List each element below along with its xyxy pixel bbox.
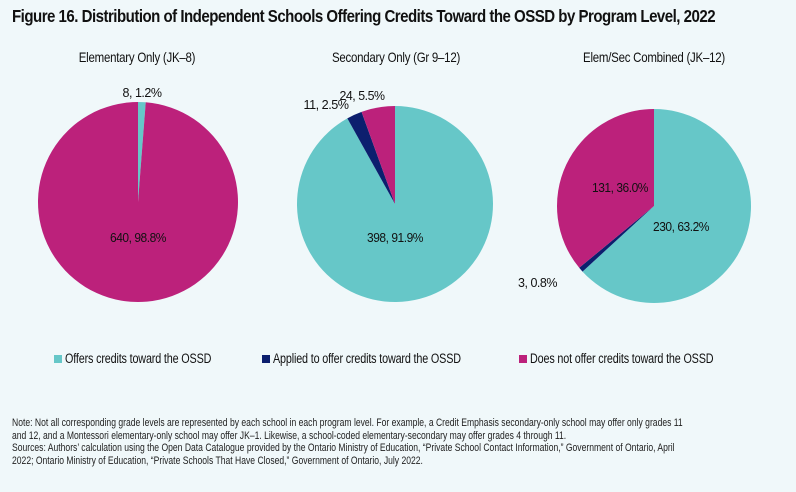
- note-line: Note: Not all corresponding grade levels…: [12, 417, 683, 429]
- pie-slice-offers: [582, 109, 751, 303]
- legend-swatch-does-not: [519, 354, 527, 363]
- legend-label-applied: Applied to offer credits toward the OSSD: [273, 351, 461, 366]
- pie-title-combined: Elem/Sec Combined (JK–12): [583, 49, 725, 65]
- legend-label-does-not: Does not offer credits toward the OSSD: [530, 351, 714, 366]
- sources-line: 2022; Ontario Ministry of Education, “Pr…: [12, 454, 423, 467]
- data-label-offers: 230, 63.2%: [653, 219, 710, 234]
- pie-elementary: 8, 1.2% 640, 98.8%: [37, 85, 238, 302]
- pie-slice-offers: [297, 106, 494, 303]
- pie-slice-applied: [347, 111, 395, 204]
- legend-item-offers: Offers credits toward the OSSD: [54, 351, 248, 366]
- legend-item-applied: Applied to offer credits toward the OSSD: [262, 351, 508, 366]
- pie-combined: 230, 63.2% 3, 0.8% 131, 36.0%: [518, 109, 751, 303]
- data-label-applied: 3, 0.8%: [518, 275, 558, 290]
- sources-line: Sources: Authors’ calculation using the …: [12, 442, 675, 454]
- pie-title-elementary: Elementary Only (JK–8): [78, 49, 196, 65]
- pie-slice-applied: [579, 206, 654, 272]
- figure-title: Figure 16. Distribution of Independent S…: [12, 6, 716, 26]
- data-label-does-not: 131, 36.0%: [592, 180, 649, 195]
- pie-slice-does-not: [557, 109, 654, 268]
- data-label-offers: 398, 91.9%: [367, 230, 424, 245]
- pie-slice-offers: [138, 102, 146, 202]
- notes-and-sources: Note: Not all corresponding grade levels…: [12, 417, 792, 467]
- legend-swatch-applied: [262, 354, 270, 363]
- legend: Offers credits toward the OSSD Applied t…: [0, 351, 796, 369]
- data-label-does-not: 24, 5.5%: [340, 88, 386, 103]
- note-line: and 12, and a Montessori elementary-only…: [12, 429, 567, 442]
- legend-item-does-not: Does not offer credits toward the OSSD: [519, 351, 759, 366]
- data-label-does-not: 640, 98.8%: [110, 230, 167, 245]
- pie-secondary: 398, 91.9% 11, 2.5%24, 5.5%: [297, 88, 494, 303]
- data-label-offers: 8, 1.2%: [123, 85, 163, 100]
- data-label-applied: 11, 2.5%: [304, 97, 350, 112]
- pie-title-secondary: Secondary Only (Gr 9–12): [331, 49, 461, 65]
- legend-label-offers: Offers credits toward the OSSD: [65, 351, 212, 366]
- legend-swatch-offers: [54, 354, 62, 363]
- pie-slice-does-not: [361, 106, 395, 204]
- pie-slice-does-not: [37, 102, 238, 302]
- pie-charts: 8, 1.2% 640, 98.8% 398, 91.9% 11, 2.5%24, …: [37, 85, 751, 303]
